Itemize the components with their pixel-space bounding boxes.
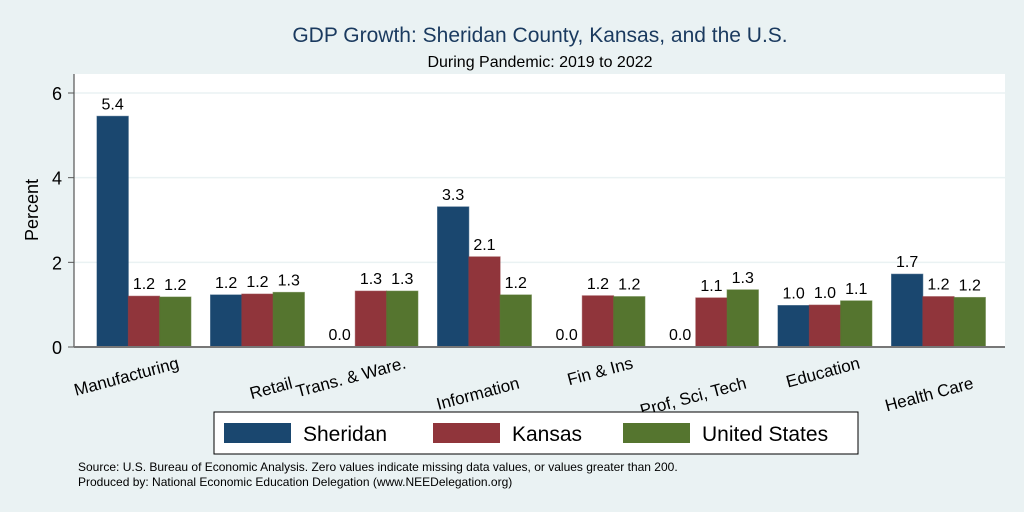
bar-value-label: 0.0 (669, 327, 691, 344)
legend-swatch-sheridan (224, 423, 291, 443)
bar-united-states (386, 290, 419, 348)
bar-sheridan (437, 206, 470, 348)
y-ticks: 0 2 4 6 (52, 84, 74, 358)
bar-united-states (726, 289, 759, 348)
bar-value-label: 0.0 (556, 327, 578, 344)
x-category-label: Fin & Ins (565, 354, 635, 390)
bar-kansas (581, 295, 615, 348)
x-category-label: Retail (248, 374, 295, 404)
x-category-label: Manufacturing (72, 354, 181, 400)
bar-sheridan (210, 294, 243, 348)
bar-united-states (272, 291, 305, 348)
bar-united-states (953, 296, 986, 348)
bar-value-label: 1.1 (845, 281, 867, 298)
bar-value-label: 1.0 (783, 286, 805, 303)
bar-value-label: 1.2 (133, 276, 155, 293)
y-axis-title: Percent (22, 179, 42, 241)
bar-value-label: 1.2 (164, 277, 186, 294)
bar-value-label: 1.1 (700, 278, 722, 295)
legend-label: United States (702, 423, 828, 446)
bar-labels: 5.4 1.2 1.2 1.2 1.2 1.3 0.0 1.3 1.3 3.3 2.1 1.2 0.0 1… (102, 96, 981, 344)
axes (73, 74, 1005, 348)
bar-united-states (613, 296, 646, 348)
y-tick-label: 2 (52, 253, 62, 273)
bar-united-states (840, 300, 873, 348)
bar-value-label: 1.0 (814, 285, 836, 302)
bar-value-label: 1.2 (959, 277, 981, 294)
legend-label: Sheridan (303, 423, 387, 446)
bar-value-label: 3.3 (442, 187, 464, 204)
y-tick-label: 4 (52, 169, 62, 189)
bar-sheridan (777, 305, 810, 348)
bar-kansas (922, 296, 955, 348)
bar-value-label: 1.2 (927, 277, 949, 294)
x-category-label: Information (434, 374, 521, 414)
bar-value-label: 1.2 (215, 275, 237, 292)
x-category-label: Trans. & Ware. (294, 354, 408, 402)
bar-kansas (241, 293, 274, 348)
bar-kansas (695, 297, 728, 348)
bar-value-label: 1.2 (618, 277, 640, 294)
bar-value-label: 2.1 (473, 237, 495, 254)
x-category-labels: Manufacturing Retail Trans. & Ware. Informa… (72, 354, 975, 421)
bar-sheridan (96, 115, 129, 348)
bar-value-label: 1.2 (505, 275, 527, 292)
y-tick-label: 6 (52, 84, 62, 104)
legend-box (213, 411, 859, 455)
chart-subtitle: During Pandemic: 2019 to 2022 (427, 54, 652, 71)
y-tick-label: 0 (52, 338, 62, 358)
bar-value-label: 1.3 (391, 271, 413, 288)
legend-swatch-kansas (433, 423, 500, 443)
legend-swatch-united-states (623, 423, 690, 443)
legend: Sheridan Kansas United States (213, 411, 859, 455)
bar-united-states (159, 296, 192, 348)
legend-label: Kansas (512, 423, 582, 446)
bars (96, 115, 986, 348)
produced-by-note: Produced by: National Economic Education… (78, 475, 512, 489)
x-category-label: Health Care (883, 374, 976, 416)
bar-sheridan (891, 273, 924, 348)
bar-value-label: 0.0 (329, 327, 351, 344)
bar-kansas (808, 304, 842, 348)
bar-value-label: 1.2 (246, 274, 268, 291)
bar-united-states (499, 294, 532, 348)
source-note: Source: U.S. Bureau of Economic Analysis… (78, 460, 678, 474)
bar-value-label: 5.4 (102, 96, 124, 113)
bar-kansas (127, 295, 161, 348)
gridlines (74, 92, 1005, 264)
bar-value-label: 1.3 (360, 271, 382, 288)
bar-kansas (468, 256, 501, 348)
x-category-label: Education (784, 354, 862, 392)
bar-value-label: 1.3 (278, 272, 300, 289)
bar-value-label: 1.7 (896, 254, 918, 271)
bar-value-label: 1.2 (587, 276, 609, 293)
bar-value-label: 1.3 (732, 270, 754, 287)
bar-kansas (354, 290, 388, 348)
chart-title: GDP Growth: Sheridan County, Kansas, and… (292, 24, 787, 47)
